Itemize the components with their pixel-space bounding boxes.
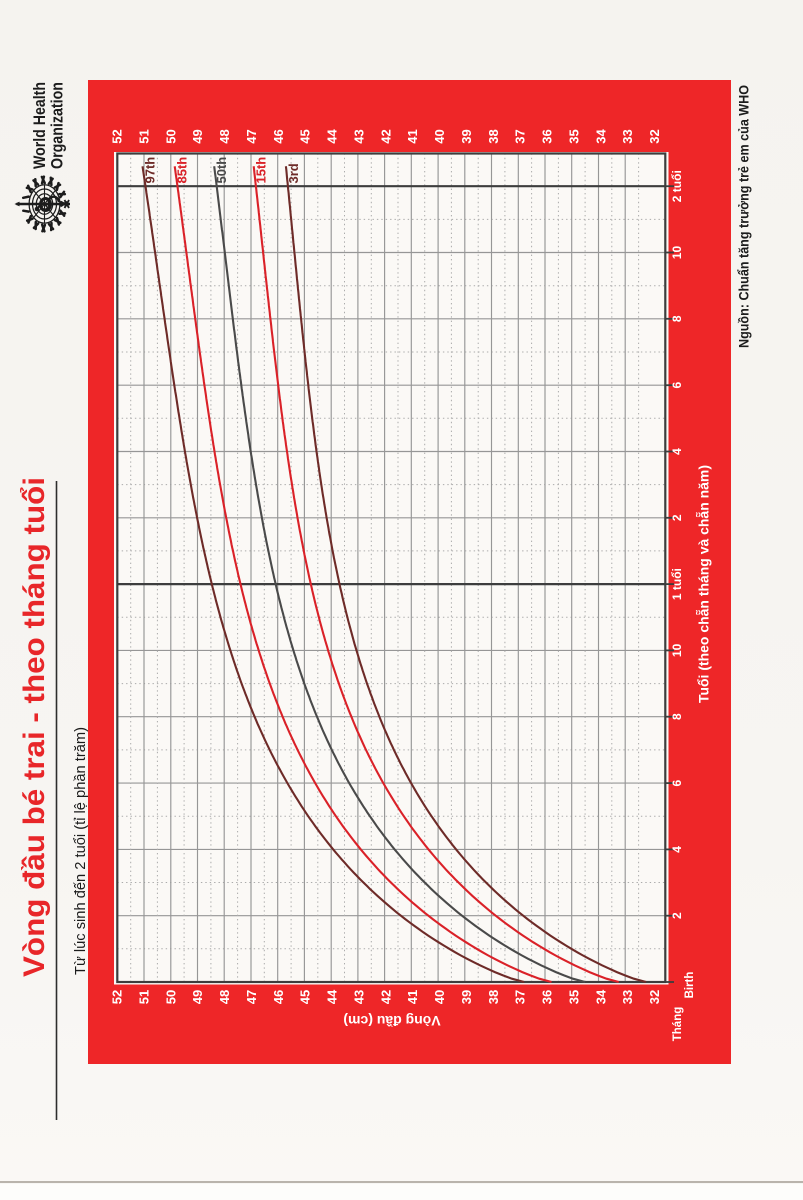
svg-text:51: 51	[136, 129, 151, 143]
svg-text:Từ lúc sinh đến 2 tuổi (tỉ lệ: Từ lúc sinh đến 2 tuổi (tỉ lệ phần trăm)	[73, 727, 89, 975]
svg-text:Tháng: Tháng	[672, 1007, 684, 1042]
svg-text:34: 34	[593, 989, 608, 1004]
svg-text:50: 50	[163, 129, 178, 143]
svg-text:49: 49	[190, 990, 205, 1004]
svg-text:39: 39	[459, 129, 474, 143]
svg-text:38: 38	[486, 990, 501, 1004]
svg-text:Vòng đầu (cm): Vòng đầu (cm)	[343, 1013, 440, 1029]
svg-text:6: 6	[670, 382, 684, 389]
svg-text:Vòng đầu bé trai - theo tháng: Vòng đầu bé trai - theo tháng tuổi	[18, 477, 51, 977]
svg-text:2 tuổi: 2 tuổi	[670, 170, 684, 202]
svg-text:World Health: World Health	[31, 82, 49, 169]
svg-text:40: 40	[432, 129, 447, 143]
svg-text:32: 32	[647, 990, 662, 1004]
svg-text:48: 48	[217, 129, 232, 143]
svg-text:44: 44	[325, 989, 340, 1004]
svg-text:3rd: 3rd	[286, 163, 301, 183]
svg-text:8: 8	[670, 713, 684, 720]
svg-text:32: 32	[647, 129, 662, 143]
svg-text:35: 35	[567, 129, 582, 143]
svg-text:1 tuổi: 1 tuổi	[670, 568, 684, 600]
svg-text:39: 39	[459, 990, 474, 1004]
svg-text:46: 46	[271, 990, 286, 1004]
svg-text:51: 51	[136, 990, 151, 1004]
svg-text:41: 41	[405, 990, 420, 1004]
svg-text:47: 47	[244, 990, 259, 1004]
svg-text:6: 6	[670, 779, 684, 786]
svg-text:35: 35	[567, 990, 582, 1004]
svg-text:10: 10	[670, 643, 684, 657]
svg-text:Nguồn: Chuẩn tăng trưởng trẻ e: Nguồn: Chuẩn tăng trưởng trẻ em của WHO	[736, 85, 752, 348]
svg-text:85th: 85th	[175, 157, 190, 184]
svg-text:50: 50	[163, 990, 178, 1004]
svg-text:36: 36	[540, 129, 555, 143]
svg-text:50th: 50th	[214, 157, 229, 184]
svg-text:4: 4	[670, 448, 684, 455]
svg-text:33: 33	[620, 129, 635, 143]
svg-text:49: 49	[190, 129, 205, 143]
svg-text:40: 40	[432, 990, 447, 1004]
svg-text:52: 52	[110, 990, 125, 1004]
svg-text:2: 2	[670, 912, 684, 919]
svg-text:Birth: Birth	[684, 972, 696, 999]
svg-text:41: 41	[405, 129, 420, 143]
svg-text:42: 42	[378, 129, 393, 143]
svg-text:15th: 15th	[254, 157, 269, 184]
svg-text:42: 42	[378, 990, 393, 1004]
svg-text:46: 46	[271, 129, 286, 143]
svg-text:47: 47	[244, 129, 259, 143]
svg-text:Tuổi (theo chẵn tháng và chẵn: Tuổi (theo chẵn tháng và chẵn năm)	[695, 465, 712, 703]
svg-text:34: 34	[593, 129, 608, 144]
svg-text:45: 45	[298, 990, 313, 1004]
svg-text:Organization: Organization	[49, 82, 67, 169]
svg-text:37: 37	[513, 990, 528, 1004]
svg-text:10: 10	[670, 246, 684, 260]
svg-text:97th: 97th	[143, 157, 158, 184]
svg-text:43: 43	[351, 990, 366, 1004]
svg-text:44: 44	[325, 129, 340, 144]
svg-text:37: 37	[513, 129, 528, 143]
svg-text:45: 45	[298, 129, 313, 143]
svg-text:52: 52	[110, 129, 125, 143]
svg-text:38: 38	[486, 129, 501, 143]
svg-text:8: 8	[670, 315, 684, 322]
svg-text:2: 2	[670, 514, 684, 521]
svg-text:33: 33	[620, 990, 635, 1004]
svg-text:48: 48	[217, 990, 232, 1004]
svg-text:36: 36	[540, 990, 555, 1004]
svg-text:4: 4	[670, 846, 684, 853]
svg-text:43: 43	[351, 129, 366, 143]
